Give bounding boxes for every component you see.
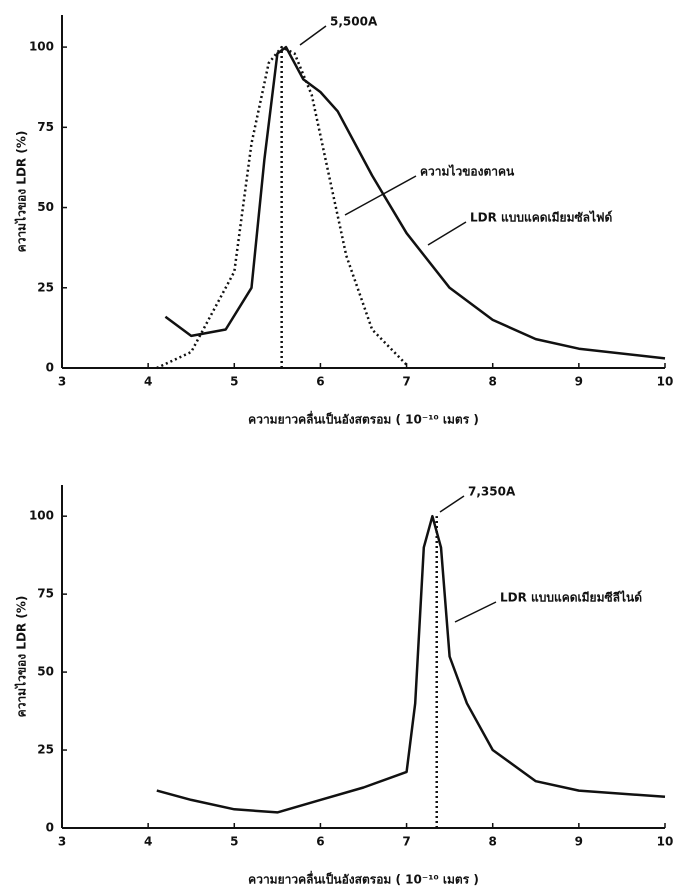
x-tick-label: 6 [316,375,324,389]
y-tick-label: 0 [46,361,54,375]
x-tick-label: 7 [402,375,410,389]
y-axis-label: ความไวของ LDR (%) [14,131,29,253]
y-tick-label: 75 [37,587,54,601]
x-tick-label: 4 [144,835,152,849]
pointer [344,175,417,216]
series-label: LDR แบบแคดเมียมซีลีไนด์ [500,590,642,605]
y-tick-label: 50 [37,200,54,214]
y-tick-label: 25 [37,280,54,294]
x-tick-label: 4 [144,375,152,389]
x-tick-label: 3 [58,375,66,389]
x-axis-label: ความยาวคลื่นเป็นอังสตรอม ( 10⁻¹⁰ เมตร ) [248,411,479,427]
pointer [439,495,465,513]
x-tick-label: 7 [402,835,410,849]
y-tick-label: 100 [29,509,54,523]
x-tick-label: 8 [489,835,497,849]
y-tick-label: 25 [37,743,54,757]
x-tick-label: 6 [316,835,324,849]
y-tick-label: 50 [37,665,54,679]
pointer [299,25,327,46]
y-tick-label: 75 [37,120,54,134]
x-tick-label: 10 [657,375,674,389]
y-tick-label: 100 [29,40,54,54]
annotation: 7,350A [468,485,516,499]
x-tick-label: 8 [489,375,497,389]
y-axis-label: ความไวของ LDR (%) [14,596,29,718]
x-tick-label: 5 [230,375,238,389]
x-tick-label: 5 [230,835,238,849]
x-tick-label: 10 [657,835,674,849]
pointer [454,601,497,623]
x-tick-label: 9 [575,375,583,389]
series-label: ความไวของตาคน [420,164,515,179]
y-tick-label: 0 [46,821,54,835]
x-tick-label: 3 [58,835,66,849]
x-axis-label: ความยาวคลื่นเป็นอังสตรอม ( 10⁻¹⁰ เมตร ) [248,871,479,887]
x-tick-label: 9 [575,835,583,849]
series-line [164,45,666,360]
annotation: 5,500A [330,15,378,29]
series-label: LDR แบบแคดเมียมซัลไฟด์ [470,210,613,225]
pointer [427,221,467,246]
series-line [156,514,666,814]
